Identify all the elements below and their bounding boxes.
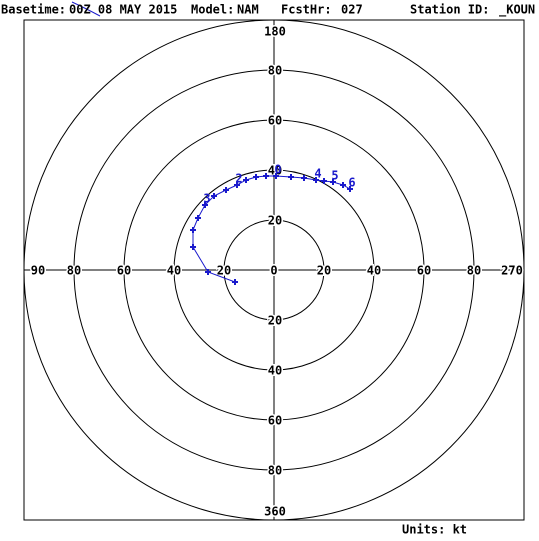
- hodograph-point: [301, 175, 307, 181]
- header: Basetime: 00Z 08 MAY 2015 Model: NAM Fcs…: [1, 3, 535, 18]
- x-tick-label: 80: [467, 264, 481, 278]
- hodograph-point: [234, 182, 240, 188]
- y-tick-label: 20: [268, 314, 282, 328]
- station: _KOUN: [499, 3, 535, 18]
- hodograph-point: [190, 244, 196, 250]
- hodograph-point: [190, 227, 196, 233]
- basetime-label: Basetime:: [1, 3, 66, 17]
- basetime: 00Z 08 MAY 2015: [69, 3, 177, 17]
- x-tick-label: 40: [167, 264, 181, 278]
- height-label: 5: [331, 169, 338, 183]
- fcst: 027: [341, 3, 363, 17]
- hodograph-point: [195, 215, 201, 221]
- hodograph-point: [253, 174, 259, 180]
- height-label: 3: [203, 192, 210, 206]
- height-label: 0: [274, 163, 281, 177]
- y-tick-label: 60: [268, 114, 282, 128]
- height-label: 2: [235, 172, 242, 186]
- hodograph-point: [330, 179, 336, 185]
- x-tick-label: 80: [67, 264, 81, 278]
- hodograph-point: [211, 193, 217, 199]
- x-tick-label: 60: [417, 264, 431, 278]
- y-tick-label: 40: [268, 364, 282, 378]
- y-tick-label: 80: [268, 64, 282, 78]
- x-tick-label: 270: [501, 264, 523, 278]
- y-tick-label: 180: [264, 25, 286, 39]
- hodograph-point: [243, 177, 249, 183]
- hodograph-point: [205, 269, 211, 275]
- x-tick-label: 20: [317, 264, 331, 278]
- y-tick-label: 80: [268, 464, 282, 478]
- model-label: Model:: [191, 3, 234, 17]
- units: Units: kt: [402, 523, 467, 537]
- x-tick-label: 40: [367, 264, 381, 278]
- y-tick-label: 60: [268, 414, 282, 428]
- hodograph-point: [347, 186, 353, 192]
- hodograph-point: [340, 182, 346, 188]
- height-label: 6: [348, 176, 355, 190]
- hodograph-point: [223, 187, 229, 193]
- x-tick-label: 20: [217, 264, 231, 278]
- hodograph-point: [313, 177, 319, 183]
- hodograph-point: [232, 279, 238, 285]
- height-label: 4: [314, 167, 321, 181]
- hodograph-point: [273, 173, 279, 179]
- hodograph-point: [321, 178, 327, 184]
- y-tick-label: 20: [268, 214, 282, 228]
- y-tick-label: 360: [264, 505, 286, 519]
- x-tick-label: 60: [117, 264, 131, 278]
- x-tick-label: 0: [270, 264, 277, 278]
- hodograph-point: [288, 174, 294, 180]
- y-tick-label: 40: [268, 164, 282, 178]
- decoration: [71, 1, 101, 17]
- model: NAM: [237, 3, 259, 17]
- station-label: Station ID:: [410, 3, 489, 17]
- x-tick-label: 90: [31, 264, 45, 278]
- hodograph-point: [202, 202, 208, 208]
- fcst-label: FcstHr:: [281, 3, 332, 17]
- hodograph-point: [263, 173, 269, 179]
